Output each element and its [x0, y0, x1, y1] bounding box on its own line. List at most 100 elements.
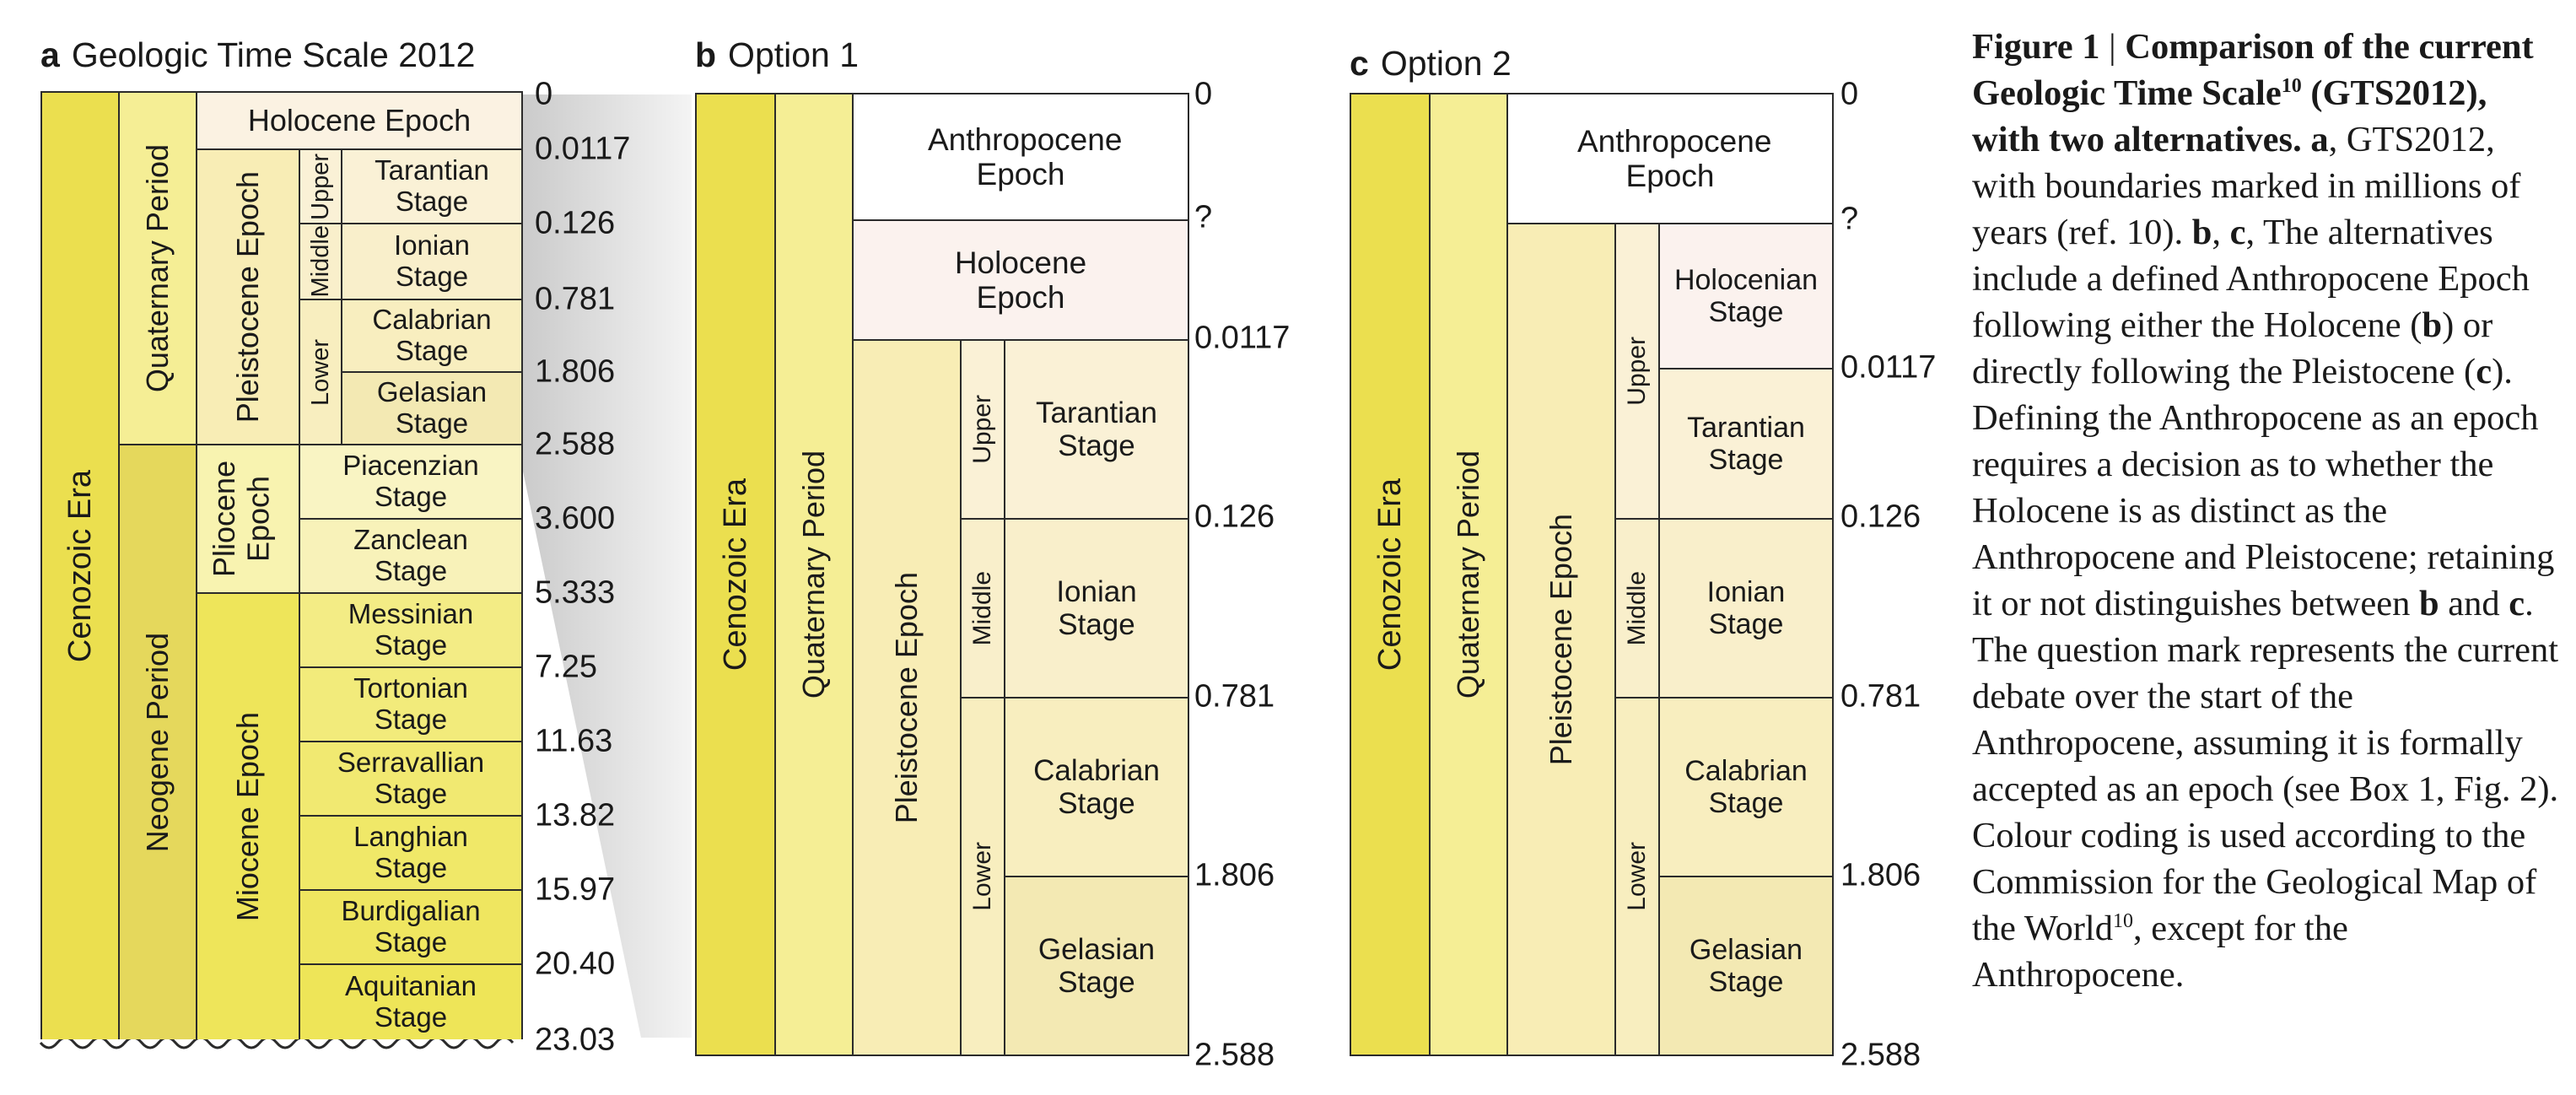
subseries-label: Upper — [306, 153, 334, 220]
caption-ref-10: 10 — [2112, 909, 2133, 932]
stage-label: Calabrian Stage — [372, 304, 492, 366]
panel-b-period-quaternary: Quaternary Period — [774, 93, 854, 1056]
tick-label: 5.333 — [535, 574, 616, 611]
panel-b-epoch-holocene: Holocene Epoch — [852, 219, 1189, 341]
era-label: Cenozoic Era — [62, 469, 98, 663]
stage-label: Ionian Stage — [1706, 575, 1786, 640]
subseries-label: Middle — [968, 570, 997, 646]
stage-label: Calabrian Stage — [1684, 754, 1808, 819]
caption-ref-b: b — [2422, 305, 2443, 345]
tick-label: 1.806 — [535, 353, 616, 390]
caption-label-c: c — [2229, 213, 2246, 252]
period-label: Quaternary Period — [139, 143, 175, 393]
panel-c-letter: c — [1350, 44, 1369, 83]
subseries-label: Lower — [1623, 842, 1652, 911]
caption-ref-c2: c — [2509, 584, 2525, 623]
subseries-label: Upper — [1623, 337, 1652, 406]
stage-label: Tortonian Stage — [353, 672, 468, 735]
tick-label: 0.126 — [535, 205, 616, 241]
tick-label: 15.97 — [535, 871, 616, 908]
stage-langhian: Langhian Stage — [299, 815, 523, 891]
tick-label: 0 — [1840, 76, 1859, 112]
panel-c-epoch-pleistocene: Pleistocene Epoch — [1506, 223, 1616, 1056]
tick-label: 0.781 — [535, 281, 616, 317]
caption-text-and: and — [2439, 584, 2509, 623]
caption-label-a: a — [2310, 120, 2329, 159]
panel-c-era-cenozoic: Cenozoic Era — [1350, 93, 1431, 1056]
caption-label-b: b — [2191, 213, 2212, 252]
panel-a-title: a Geologic Time Scale 2012 — [40, 35, 475, 75]
stage-label: Langhian Stage — [353, 821, 468, 883]
tick-label: 0.126 — [1840, 499, 1921, 535]
panel-b-stage-tarantian: Tarantian Stage — [1004, 339, 1189, 520]
tick-label: 0.781 — [1194, 678, 1275, 715]
tick-label: 23.03 — [535, 1022, 616, 1058]
caption-text-end2: . The question mark represents the curre… — [1972, 584, 2559, 948]
stage-label: Messinian Stage — [348, 598, 474, 661]
panel-b-epoch-pleistocene: Pleistocene Epoch — [852, 339, 962, 1056]
panel-a-letter: a — [40, 35, 60, 74]
stage-label: Gelasian Stage — [1689, 933, 1803, 998]
tick-label: 0.0117 — [1194, 320, 1291, 356]
panel-b-epoch-anthropocene: Anthropocene Epoch — [852, 93, 1189, 221]
caption-text-a: , GTS2012, with boundaries marked in mil… — [1972, 120, 2521, 252]
stage-tortonian: Tortonian Stage — [299, 666, 523, 742]
panel-c-stage-tarantian: Tarantian Stage — [1658, 368, 1834, 520]
period-label: Quaternary Period — [1450, 450, 1485, 699]
stage-label: Calabrian Stage — [1033, 753, 1160, 820]
subseries-label: Upper — [968, 395, 997, 464]
stage-label: Serravallian Stage — [337, 747, 485, 809]
panel-c-title-text: Option 2 — [1380, 44, 1512, 83]
stage-label: Tarantian Stage — [375, 154, 489, 217]
panel-a-era-cenozoic: Cenozoic Era — [40, 91, 120, 1039]
tick-label: 2.588 — [1194, 1037, 1275, 1073]
stage-label: Zanclean Stage — [353, 524, 468, 586]
caption-heading-ref: 10 — [2281, 74, 2302, 97]
epoch-label: Pliocene Epoch — [207, 460, 276, 578]
panel-c-stage-gelasian: Gelasian Stage — [1658, 876, 1834, 1056]
caption-ref-b2: b — [2419, 584, 2439, 623]
panel-a-period-neogene: Neogene Period — [118, 444, 197, 1039]
panel-a-period-quaternary: Quaternary Period — [118, 91, 197, 445]
stage-aquitanian: Aquitanian Stage — [299, 963, 523, 1039]
panel-c-subseries-lower: Lower — [1614, 697, 1660, 1056]
tick-label: 13.82 — [535, 797, 616, 833]
stage-label: Aquitanian Stage — [345, 970, 477, 1033]
panel-b-subseries-lower: Lower — [960, 697, 1005, 1056]
panel-b-era-cenozoic: Cenozoic Era — [695, 93, 776, 1056]
stage-label: Gelasian Stage — [376, 376, 488, 439]
epoch-label: Anthropocene Epoch — [928, 121, 1123, 191]
caption-ref-c: c — [2476, 352, 2492, 391]
caption-text-end3: , except for the Anthropocene. — [1972, 909, 2348, 995]
epoch-label: Holocene Epoch — [954, 245, 1087, 315]
stage-label: Burdigalian Stage — [341, 895, 481, 957]
stage-label: Piacenzian Stage — [342, 450, 479, 512]
tick-label: 0.0117 — [1840, 349, 1937, 386]
tick-label: 0.126 — [1194, 499, 1275, 535]
panel-b-title: b Option 1 — [695, 35, 859, 75]
panel-c-subseries-middle: Middle — [1614, 518, 1660, 699]
tick-label: 0.781 — [1840, 678, 1921, 715]
era-label: Cenozoic Era — [1372, 477, 1408, 672]
panel-c-subseries-upper: Upper — [1614, 223, 1660, 520]
epoch-label: Pleistocene Epoch — [888, 571, 924, 824]
caption-sep: , — [2212, 213, 2230, 252]
tick-label: ? — [1194, 199, 1213, 235]
tick-label: 20.40 — [535, 946, 616, 982]
caption-text-end1: ). Defining the Anthropocene as an epoch… — [1972, 352, 2555, 623]
tick-label: 0 — [1194, 76, 1213, 112]
stage-label: Gelasian Stage — [1037, 932, 1156, 999]
panel-a-epoch-holocene: Holocene Epoch — [196, 91, 523, 150]
subseries-label: Middle — [306, 225, 334, 298]
caption-text-bc: , The alternatives include a defined Ant… — [1972, 213, 2530, 345]
stage-burdigalian: Burdigalian Stage — [299, 889, 523, 965]
panel-a-title-text: Geologic Time Scale 2012 — [71, 35, 476, 74]
panel-c-epoch-anthropocene: Anthropocene Epoch — [1506, 93, 1834, 224]
caption-heading-cont: (GTS2012), with two alternatives. — [1972, 73, 2487, 159]
tick-label: 0.0117 — [535, 131, 631, 167]
caption-figure-number: Figure 1 — [1972, 27, 2100, 67]
panel-c-stage-holocenian: Holocenian Stage — [1658, 223, 1834, 369]
stage-piacenzian: Piacenzian Stage — [299, 444, 523, 520]
stage-label: Ionian Stage — [1056, 574, 1137, 641]
stage-tarantian: Tarantian Stage — [341, 148, 523, 224]
